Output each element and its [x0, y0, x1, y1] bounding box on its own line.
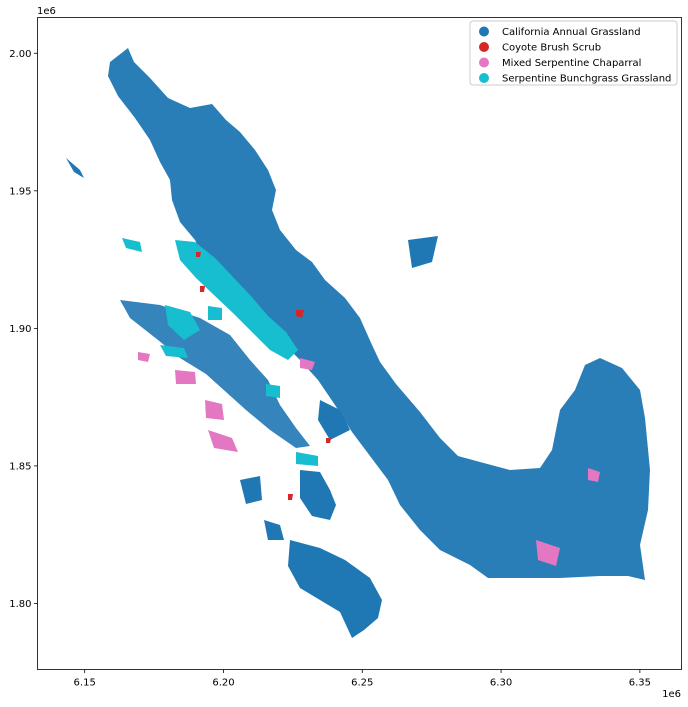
legend-marker [479, 73, 489, 83]
california-annual-grassland-polygons [66, 48, 650, 638]
x-tick-label: 6.30 [490, 678, 512, 689]
y-tick-label: 2.00 [9, 49, 31, 60]
legend-label: California Annual Grassland [502, 27, 641, 38]
legend-box [469, 20, 678, 86]
x-tick-label: 6.25 [351, 678, 373, 689]
coyote-brush-scrub-polygons [196, 252, 331, 500]
x-axis-ticks: 6.15 6.20 6.25 6.30 6.35 [74, 669, 651, 689]
legend-label: Mixed Serpentine Chaparral [502, 58, 641, 69]
y-axis-ticks: 1.80 1.85 1.90 1.95 2.00 [9, 49, 38, 610]
x-axis-offset-label: 1e6 [662, 689, 681, 700]
legend-marker [479, 26, 489, 37]
y-tick-label: 1.80 [9, 599, 31, 610]
legend-marker [479, 57, 489, 68]
legend: California Annual Grassland Coyote Brush … [469, 20, 678, 86]
legend-label: Coyote Brush Scrub [502, 43, 601, 54]
x-tick-label: 6.15 [74, 678, 96, 689]
y-tick-label: 1.95 [9, 186, 31, 197]
x-tick-label: 6.35 [629, 678, 651, 689]
serpentine-bunchgrass-grassland-polygons [122, 238, 318, 466]
mixed-serpentine-chaparral-polygons [138, 352, 600, 566]
legend-label: Serpentine Bunchgrass Grassland [502, 74, 671, 85]
x-tick-label: 6.20 [212, 678, 234, 689]
legend-marker [479, 42, 489, 52]
y-tick-label: 1.85 [9, 461, 31, 472]
y-axis-offset-label: 1e6 [37, 6, 56, 17]
y-tick-label: 1.90 [9, 324, 31, 335]
vegetation-map [66, 48, 650, 638]
